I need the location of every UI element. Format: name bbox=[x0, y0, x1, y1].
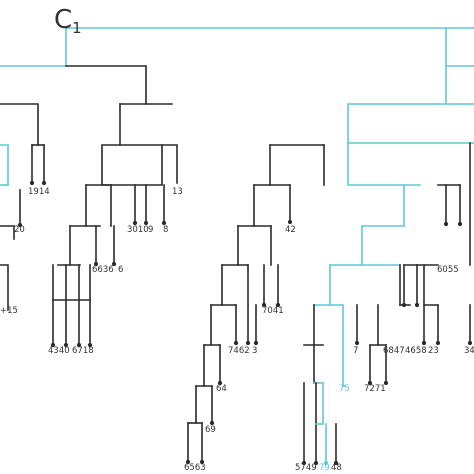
leaf-label: 20 bbox=[14, 225, 25, 235]
leaf-node-dot bbox=[443, 221, 449, 227]
leaf-label: 6 bbox=[118, 265, 123, 275]
leaf-label: 13 bbox=[172, 187, 183, 197]
leaf-label: 6636 bbox=[92, 265, 114, 275]
tree-edge bbox=[347, 103, 474, 144]
leaf-nodes bbox=[17, 180, 473, 466]
tree-edge bbox=[0, 144, 9, 186]
leaf-label: 4340 bbox=[48, 346, 70, 356]
leaf-node-dot bbox=[313, 460, 319, 466]
leaf-label: 79 bbox=[319, 463, 330, 473]
tree-edge bbox=[313, 304, 346, 387]
tree-edge bbox=[445, 65, 474, 105]
leaf-node-dot bbox=[29, 180, 35, 186]
leaf-node-dot bbox=[435, 340, 441, 346]
tree-edge bbox=[329, 225, 363, 266]
leaf-node-dot bbox=[87, 342, 93, 348]
leaf-node-dot bbox=[401, 302, 407, 308]
root-cluster-label: C1 bbox=[54, 5, 82, 37]
tree-edges bbox=[0, 27, 474, 464]
leaf-node-dot bbox=[467, 340, 473, 346]
leaf-node-dot bbox=[93, 261, 99, 267]
leaf-node-dot bbox=[421, 340, 427, 346]
leaf-label: 64 bbox=[216, 384, 227, 394]
leaf-label: 69 bbox=[205, 425, 216, 435]
leaf-label: 6563 bbox=[184, 463, 206, 473]
tree-edge bbox=[65, 65, 147, 105]
leaf-node-dot bbox=[333, 460, 339, 466]
tree-edge bbox=[0, 103, 39, 146]
leaf-node-dot bbox=[253, 340, 259, 346]
leaf-node-dot bbox=[217, 380, 223, 386]
leaf-label: 8 bbox=[163, 225, 168, 235]
leaf-node-dot bbox=[132, 220, 138, 226]
leaf-label: 23 bbox=[428, 346, 439, 356]
leaf-label: 4658 bbox=[405, 346, 427, 356]
leaf-label: 6847 bbox=[383, 346, 405, 356]
tree-edge bbox=[445, 27, 474, 67]
leaf-node-dot bbox=[41, 180, 47, 186]
leaf-node-dot bbox=[261, 302, 267, 308]
leaf-node-dot bbox=[233, 340, 239, 346]
leaf-node-dot bbox=[414, 302, 420, 308]
leaf-node-dot bbox=[367, 380, 373, 386]
leaf-node-dot bbox=[323, 460, 329, 466]
leaf-node-dot bbox=[185, 459, 191, 465]
leaf-label: +15 bbox=[0, 306, 18, 316]
leaf-node-dot bbox=[287, 219, 293, 225]
leaf-label: 6718 bbox=[72, 346, 94, 356]
leaf-node-dot bbox=[111, 261, 117, 267]
leaf-node-dot bbox=[63, 342, 69, 348]
leaf-node-dot bbox=[245, 340, 251, 346]
leaf-label: 3 bbox=[252, 346, 257, 356]
leaf-label: 48 bbox=[331, 463, 342, 473]
leaf-label: 42 bbox=[285, 225, 296, 235]
leaf-node-dot bbox=[76, 342, 82, 348]
leaf-node-dot bbox=[275, 302, 281, 308]
leaf-node-dot bbox=[17, 222, 23, 228]
tree-edge bbox=[423, 264, 439, 306]
leaf-node-dot bbox=[301, 460, 307, 466]
tree-edge bbox=[0, 225, 15, 240]
leaf-labels: 1914 13 20 3010 9 8 6636 6 42 +15 7041 6055 4340 6718… bbox=[0, 187, 474, 473]
leaf-label: 75 bbox=[339, 384, 350, 394]
leaf-label: 5749 bbox=[295, 463, 317, 473]
leaf-node-dot bbox=[199, 459, 205, 465]
leaf-node-dot bbox=[143, 220, 149, 226]
leaf-node-dot bbox=[354, 340, 360, 346]
leaf-node-dot bbox=[161, 220, 167, 226]
leaf-node-dot bbox=[209, 420, 215, 426]
root-merge-edge bbox=[0, 27, 474, 67]
tree-edge bbox=[0, 264, 9, 311]
leaf-label: 7041 bbox=[262, 306, 284, 316]
leaf-label: 3010 bbox=[127, 225, 149, 235]
tree-edge bbox=[347, 142, 405, 227]
leaf-node-dot bbox=[383, 380, 389, 386]
leaf-node-dot bbox=[50, 342, 56, 348]
leaf-label: 9 bbox=[148, 225, 153, 235]
leaf-label: 1914 bbox=[28, 187, 50, 197]
leaf-label: 7462 bbox=[228, 346, 250, 356]
tree-edge bbox=[101, 103, 178, 186]
leaf-label: 7271 bbox=[364, 384, 386, 394]
leaf-label: 34 bbox=[464, 346, 474, 356]
leaf-label: 6055 bbox=[437, 265, 459, 275]
leaf-label: 7 bbox=[353, 346, 358, 356]
leaf-node-dot bbox=[457, 221, 463, 227]
